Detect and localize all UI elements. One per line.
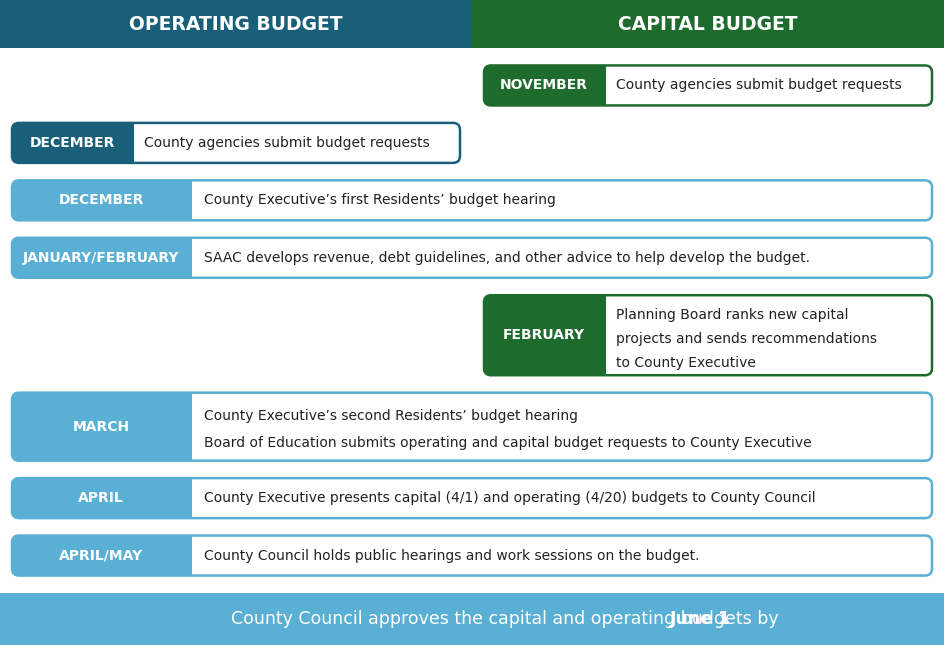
FancyBboxPatch shape <box>12 535 932 575</box>
FancyBboxPatch shape <box>484 295 932 375</box>
FancyBboxPatch shape <box>123 123 134 163</box>
FancyBboxPatch shape <box>181 535 192 575</box>
Text: CAPITAL BUDGET: CAPITAL BUDGET <box>618 14 798 34</box>
Text: APRIL/MAY: APRIL/MAY <box>59 548 143 562</box>
Text: projects and sends recommendations: projects and sends recommendations <box>616 332 877 346</box>
FancyBboxPatch shape <box>12 393 932 461</box>
FancyBboxPatch shape <box>12 238 932 278</box>
FancyBboxPatch shape <box>181 393 192 461</box>
FancyBboxPatch shape <box>484 65 932 105</box>
Text: County Council approves the capital and operating budgets by: County Council approves the capital and … <box>0 644 1 645</box>
Text: Board of Education submits operating and capital budget requests to County Execu: Board of Education submits operating and… <box>204 436 812 450</box>
Text: MARCH: MARCH <box>73 420 129 433</box>
FancyBboxPatch shape <box>12 238 190 278</box>
FancyBboxPatch shape <box>12 181 190 221</box>
FancyBboxPatch shape <box>595 295 606 375</box>
Text: County agencies submit budget requests: County agencies submit budget requests <box>616 79 902 92</box>
Text: County agencies submit budget requests: County agencies submit budget requests <box>144 136 430 150</box>
Text: FEBRUARY: FEBRUARY <box>503 328 585 342</box>
FancyBboxPatch shape <box>484 65 604 105</box>
FancyBboxPatch shape <box>0 593 944 645</box>
Text: DECEMBER: DECEMBER <box>29 136 114 150</box>
Text: County Executive presents capital (4/1) and operating (4/20) budgets to County C: County Executive presents capital (4/1) … <box>204 491 816 505</box>
FancyBboxPatch shape <box>12 393 190 461</box>
Text: to County Executive: to County Executive <box>616 356 756 370</box>
Text: SAAC develops revenue, debt guidelines, and other advice to help develop the bud: SAAC develops revenue, debt guidelines, … <box>204 251 810 265</box>
Text: June 1: June 1 <box>670 610 732 628</box>
FancyBboxPatch shape <box>484 295 604 375</box>
Text: DECEMBER: DECEMBER <box>59 194 143 207</box>
FancyBboxPatch shape <box>12 478 932 518</box>
Text: APRIL: APRIL <box>78 491 124 505</box>
FancyBboxPatch shape <box>181 238 192 278</box>
FancyBboxPatch shape <box>181 478 192 518</box>
FancyBboxPatch shape <box>181 181 192 221</box>
Text: County Council holds public hearings and work sessions on the budget.: County Council holds public hearings and… <box>204 548 700 562</box>
FancyBboxPatch shape <box>12 123 460 163</box>
Text: NOVEMBER: NOVEMBER <box>500 79 588 92</box>
Text: County Executive’s first Residents’ budget hearing: County Executive’s first Residents’ budg… <box>204 194 556 207</box>
Text: County Executive’s second Residents’ budget hearing: County Executive’s second Residents’ bud… <box>204 409 578 422</box>
FancyBboxPatch shape <box>472 0 944 48</box>
FancyBboxPatch shape <box>12 535 190 575</box>
Text: OPERATING BUDGET: OPERATING BUDGET <box>129 14 343 34</box>
FancyBboxPatch shape <box>0 0 472 48</box>
Text: JANUARY/FEBRUARY: JANUARY/FEBRUARY <box>23 251 179 265</box>
FancyBboxPatch shape <box>595 65 606 105</box>
FancyBboxPatch shape <box>12 181 932 221</box>
Text: County Council approves the capital and operating budgets by: County Council approves the capital and … <box>230 610 784 628</box>
FancyBboxPatch shape <box>12 478 190 518</box>
FancyBboxPatch shape <box>12 123 132 163</box>
Text: Planning Board ranks new capital: Planning Board ranks new capital <box>616 308 849 322</box>
